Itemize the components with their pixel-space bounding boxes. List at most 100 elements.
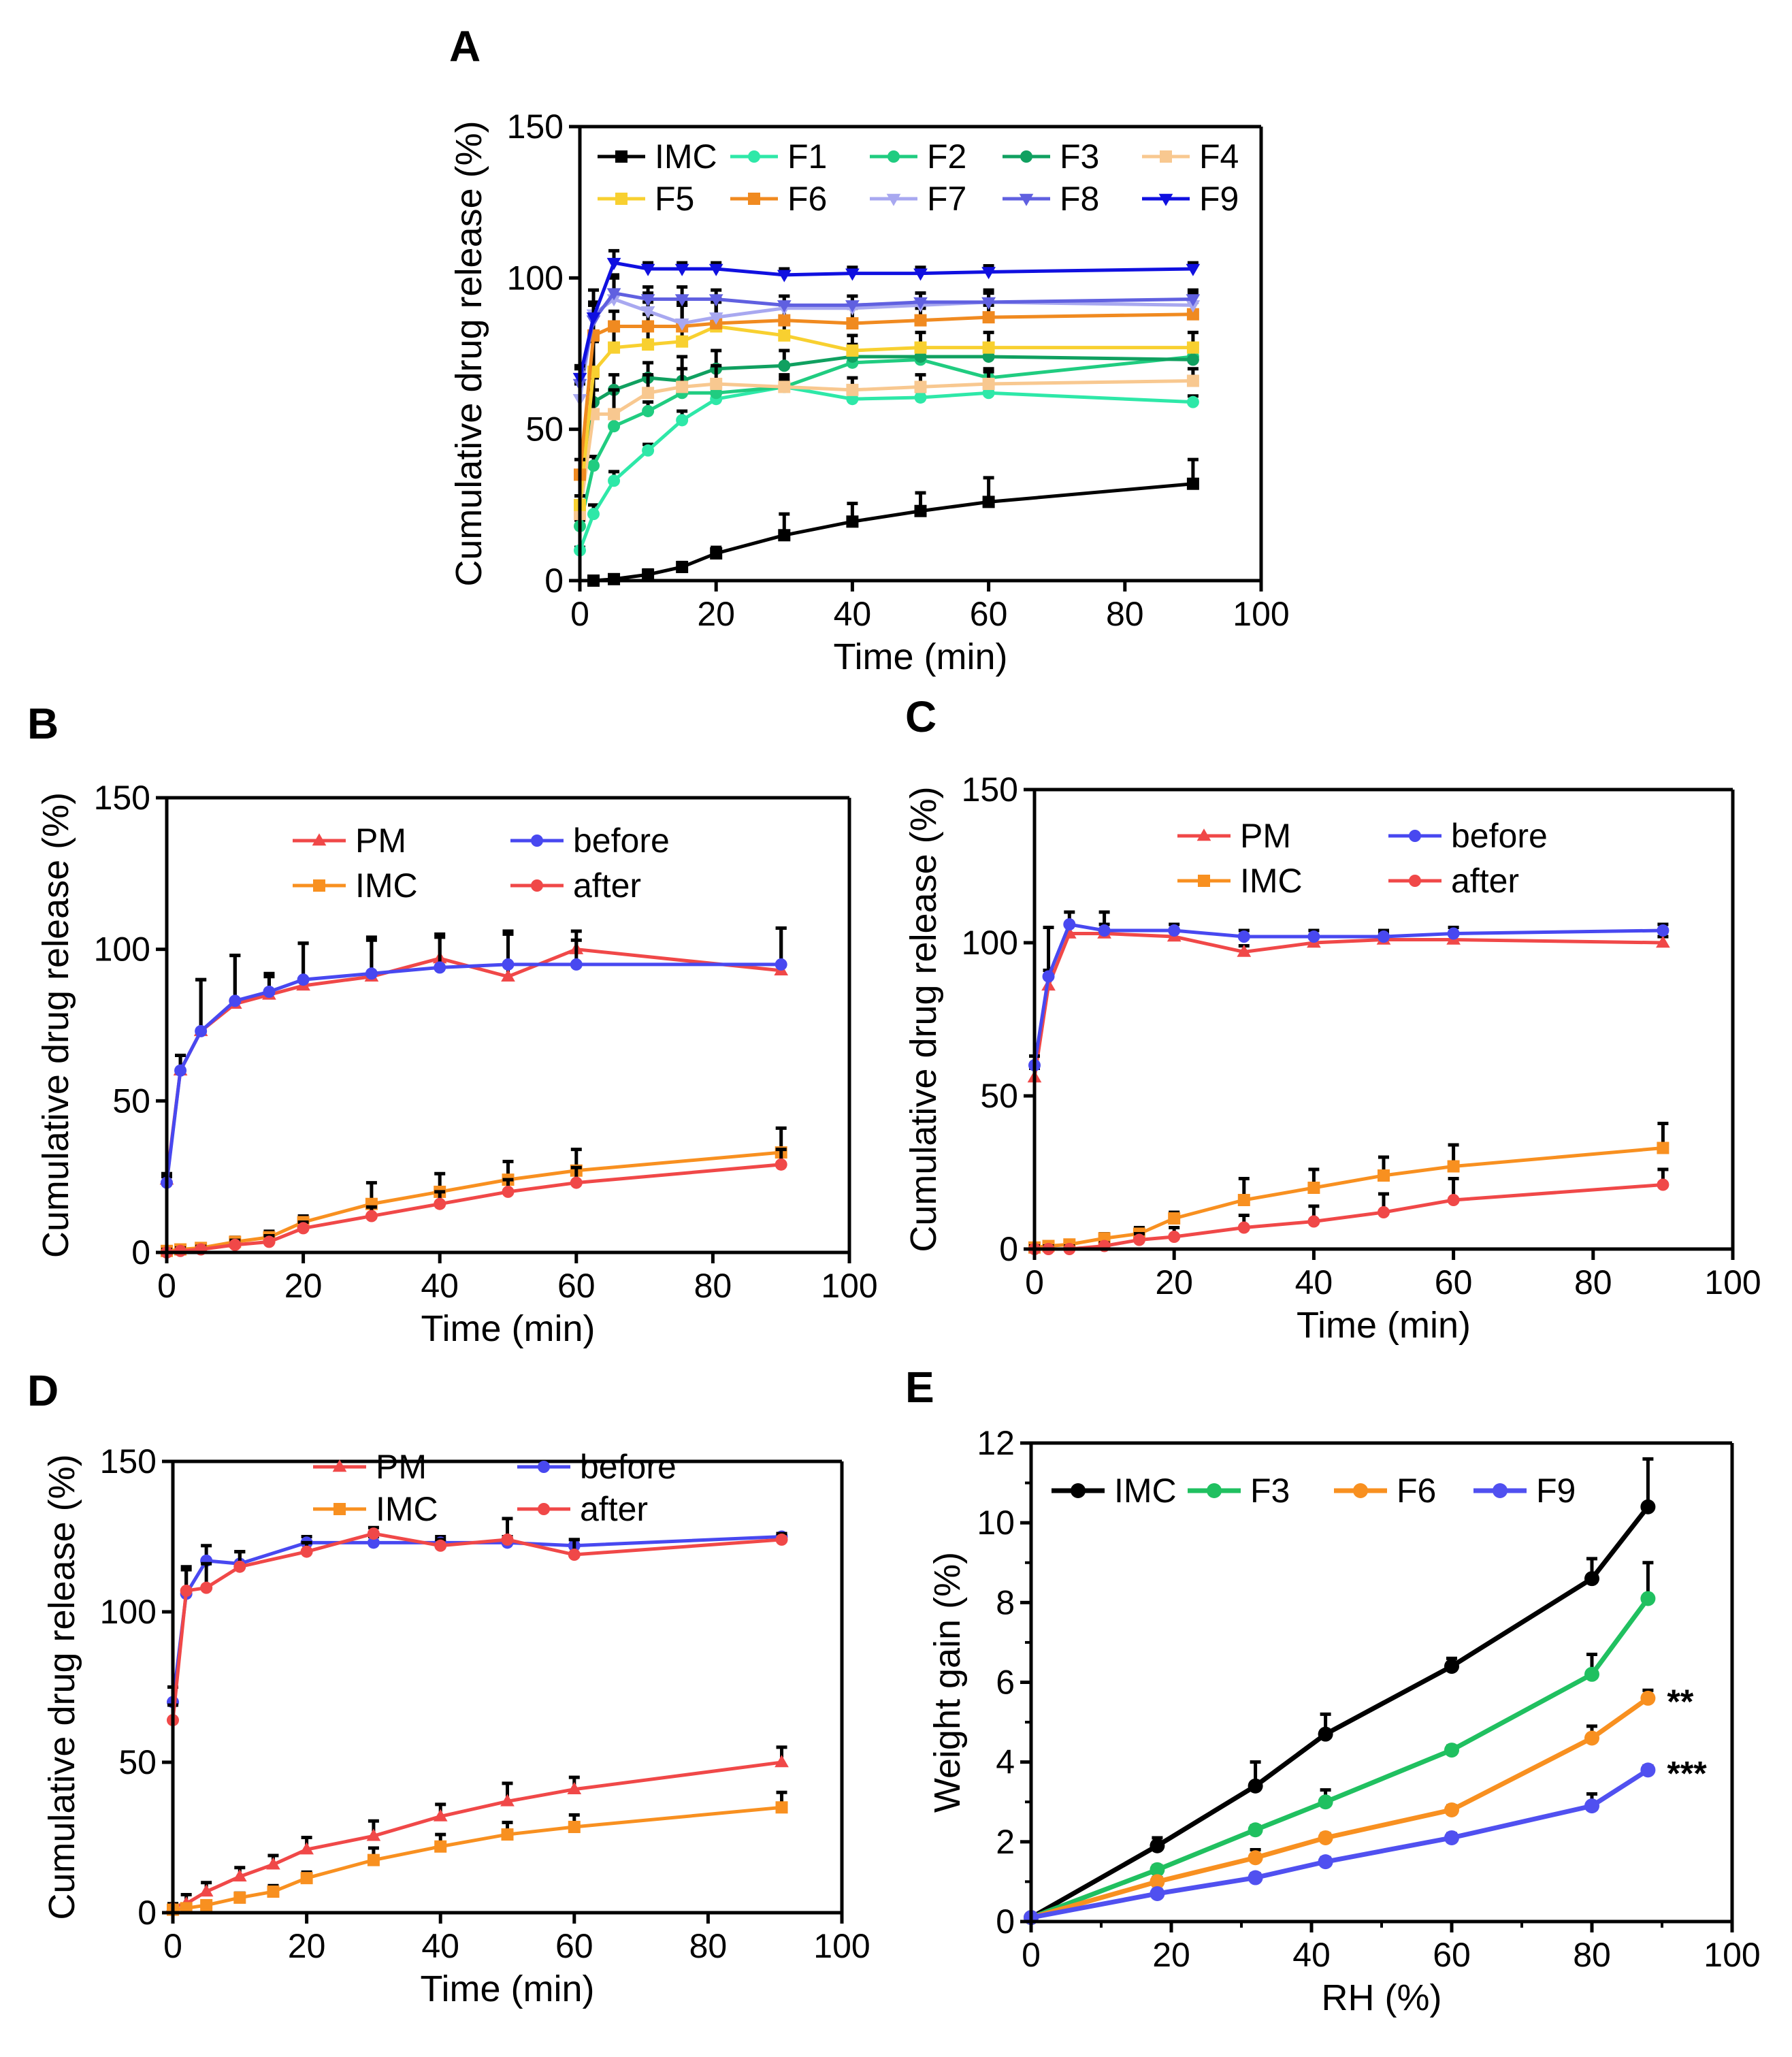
series-line [172, 1760, 782, 1909]
series-line [166, 1150, 781, 1253]
legend-swatch-marker [886, 193, 901, 206]
data-point [570, 958, 583, 971]
data-point [608, 408, 621, 421]
legend-item: IMC [293, 866, 418, 905]
data-point [1640, 1499, 1656, 1515]
data-point [982, 341, 995, 354]
x-tick-label: 0 [570, 595, 589, 633]
axes: 0 20 40 60 80 100 0 2 4 6 8 10 12 RH (%) Weight gain (… [927, 1424, 1761, 2018]
data-point [1444, 1802, 1459, 1817]
data-point [1378, 1169, 1390, 1182]
data-point [365, 1210, 378, 1222]
data-point [587, 459, 600, 472]
data-point [914, 341, 927, 354]
data-point [642, 387, 655, 400]
data-point [1133, 1233, 1145, 1246]
data-point [914, 391, 927, 404]
series-line [1034, 1146, 1663, 1250]
y-tick-label: 0 [999, 1230, 1018, 1268]
legend-swatch-marker [531, 835, 543, 847]
data-point [1248, 1822, 1263, 1838]
data-point [1447, 927, 1460, 940]
legend-label: F2 [927, 137, 966, 176]
data-point [367, 1536, 380, 1549]
x-tick-label: 40 [1292, 1936, 1331, 1974]
data-point [570, 1176, 583, 1189]
data-point [982, 496, 995, 508]
data-point [1150, 1838, 1165, 1853]
legend-swatch-marker [333, 1503, 346, 1515]
data-point [1584, 1798, 1599, 1814]
panel-letter: D [27, 1366, 59, 1415]
legend-item: PM [1177, 817, 1291, 855]
legend-item: F7 [870, 180, 966, 218]
data-point [708, 312, 723, 325]
legend-item: F9 [1473, 1472, 1576, 1510]
legend-swatch-marker [313, 879, 325, 892]
series-f1 [574, 379, 1199, 557]
data-point [568, 1549, 581, 1561]
legend-label: F7 [927, 180, 966, 218]
data-point [501, 969, 515, 982]
series-line [171, 1532, 782, 1721]
x-tick-label: 100 [813, 1927, 870, 1965]
x-tick-label: 0 [1025, 1263, 1044, 1301]
data-point [434, 1840, 447, 1853]
series-after [161, 1148, 787, 1259]
data-point [266, 1857, 280, 1870]
legend-swatch-marker [1409, 875, 1421, 887]
data-point [608, 420, 621, 433]
significance-annotation: ** [1667, 1683, 1693, 1721]
data-point [297, 973, 310, 986]
series-line [578, 385, 1194, 551]
data-point [1378, 930, 1390, 943]
series-f2 [574, 346, 1199, 532]
y-tick-label: 150 [962, 771, 1018, 809]
data-point [1447, 1194, 1460, 1206]
legend-swatch-marker [1020, 150, 1032, 163]
x-tick-label: 20 [697, 595, 735, 633]
data-point [299, 1842, 314, 1855]
legend-swatch-marker [887, 150, 900, 163]
y-tick-label: 4 [996, 1743, 1015, 1781]
chart-panel-a: A 0 20 40 60 80 100 0 50 100 150 Time (min) Cumulati… [449, 22, 1290, 677]
legend-swatch-marker [615, 150, 628, 163]
legend-label: IMC [655, 137, 717, 176]
legend-item: F6 [730, 180, 827, 218]
y-tick-label: 100 [507, 259, 564, 297]
data-point [981, 297, 996, 310]
data-point [1186, 263, 1201, 276]
data-point [567, 1781, 582, 1794]
data-point [1444, 1743, 1459, 1758]
legend-swatch-marker [1198, 875, 1210, 887]
legend-swatch-marker [615, 193, 628, 205]
data-point [229, 1238, 242, 1251]
data-point [1444, 1659, 1459, 1674]
data-point [1186, 477, 1199, 490]
legend-label: F9 [1536, 1472, 1576, 1510]
data-point [1237, 930, 1250, 943]
legend-item: F3 [1188, 1472, 1290, 1510]
legend-item: F5 [598, 180, 694, 218]
series-imc [587, 457, 1199, 587]
x-axis-label: Time (min) [421, 1308, 596, 1349]
data-point [778, 314, 791, 327]
data-point [642, 568, 655, 581]
legend: PM IMC before after [293, 822, 670, 905]
data-point [1657, 924, 1669, 937]
y-tick-label: 0 [996, 1902, 1015, 1941]
series-line [1035, 1183, 1663, 1251]
x-tick-label: 20 [1155, 1263, 1193, 1301]
legend-label: before [1451, 817, 1548, 855]
legend-label: F9 [1199, 180, 1239, 218]
data-point [777, 300, 792, 313]
data-point [1248, 1850, 1263, 1866]
data-point [1307, 1182, 1320, 1194]
x-tick-label: 80 [1574, 1263, 1612, 1301]
x-tick-label: 40 [834, 595, 872, 633]
series-f3 [1024, 1561, 1656, 1926]
legend-label: PM [355, 822, 406, 860]
y-axis-label: Cumulative drug release (%) [903, 786, 944, 1252]
data-point [1168, 1212, 1181, 1225]
data-point [263, 1235, 276, 1248]
